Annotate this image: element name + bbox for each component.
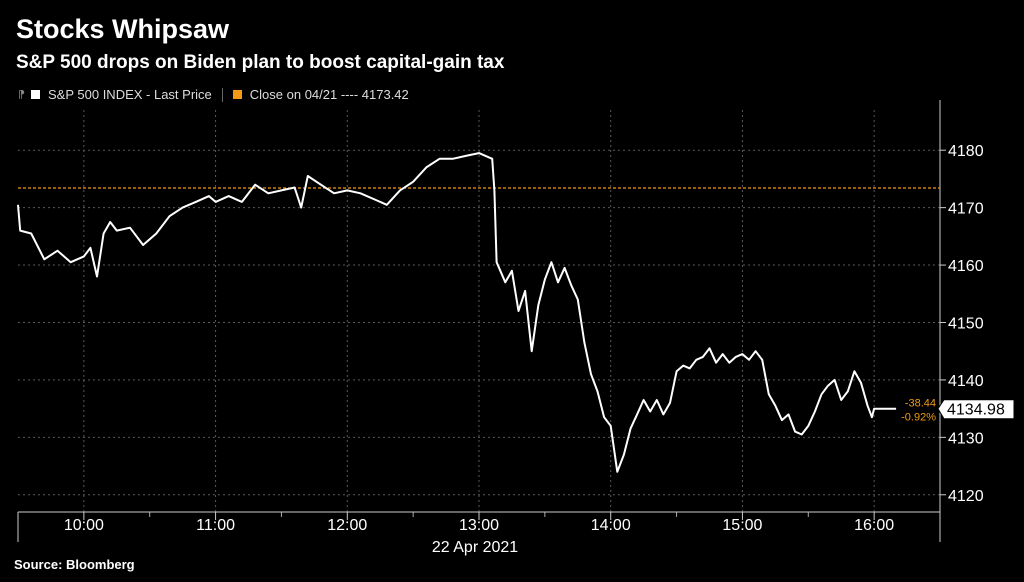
legend-swatch-price [31,90,40,99]
change-percent-label: -0.92% [901,412,936,424]
chart-title: Stocks Whipsaw [16,14,230,44]
y-tick-label: 4130 [948,430,984,447]
x-tick-label: 14:00 [591,517,631,534]
legend-swatch-close [232,90,242,99]
price-line [17,152,897,473]
last-value-box [937,399,1015,420]
legend-divider [221,87,223,102]
y-tick-label: 4180 [948,143,984,160]
x-tick-label: 12:00 [327,517,367,534]
legend: ⁋ S&P 500 INDEX - Last Price Close on 04… [18,87,409,102]
x-axis-date-label: 22 Apr 2021 [432,539,518,556]
x-tick-label: 11:00 [196,517,235,534]
x-tick-label: 15:00 [722,517,762,534]
chart-subtitle: S&P 500 drops on Biden plan to boost cap… [16,52,505,73]
legend-label-price: S&P 500 INDEX - Last Price [48,87,212,102]
x-tick-label: 16:00 [854,517,894,534]
legend-label-close: Close on 04/21 ---- 4173.42 [249,87,409,102]
x-tick-label: 13:00 [459,517,499,534]
last-value-label: 4134.98 [947,402,1005,419]
y-tick-label: 4140 [948,373,984,390]
y-tick-label: 4150 [948,315,984,332]
source-note: Source: Bloomberg [14,557,135,572]
y-tick-label: 4160 [948,258,984,275]
y-tick-label: 4120 [948,488,984,505]
x-tick-label: 10:00 [64,517,104,534]
y-tick-label: 4170 [948,201,984,218]
change-value-label: -38.44 [905,398,936,410]
legend-marker-icon: ⁋ [18,89,25,101]
